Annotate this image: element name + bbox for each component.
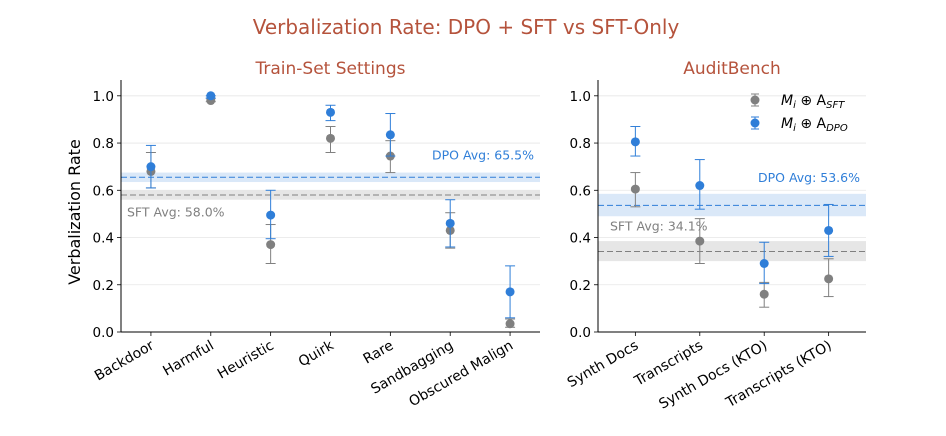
sft-average-label: SFT Avg: 58.0%	[127, 204, 225, 219]
panel-2: AuditBench 0.0 0.2 0.4 0.6 0.8 1.0 SFT Avg: 34.…	[565, 59, 866, 413]
dpo-average-label: DPO Avg: 53.6%	[758, 170, 860, 185]
x-tick-label: Backdoor	[92, 337, 157, 384]
sft-legend-marker	[750, 95, 760, 105]
dpo-point	[146, 162, 156, 172]
y-tick-label: 1.0	[93, 89, 114, 105]
dpo-point	[505, 287, 515, 297]
sft-point	[630, 184, 640, 194]
panel-1: Train-Set Settings 0.0 0.2 0.4 0.6 0.8 1.0 SFT …	[92, 59, 540, 410]
dpo-point	[266, 210, 276, 220]
dpo-point	[695, 181, 705, 191]
y-tick-label: 0.8	[570, 136, 591, 152]
x-tick-label: Synth Docs	[565, 338, 642, 391]
legend-text-part: DPO	[826, 123, 848, 134]
y-tick-label: 0.6	[93, 183, 114, 199]
x-tick-label: Quirk	[296, 337, 337, 370]
y-tick-label: 0.6	[570, 183, 591, 199]
y-tick-label: 0.4	[93, 231, 114, 247]
x-tick-label: Heuristic	[215, 338, 277, 383]
dpo-point	[326, 107, 335, 117]
sft-average-band	[598, 241, 866, 262]
y-tick-label: 0.2	[570, 278, 591, 294]
dpo-point	[759, 259, 769, 269]
dpo-average-band	[598, 193, 866, 217]
dpo-point	[824, 225, 834, 235]
dpo-point	[445, 218, 455, 228]
dpo-point	[206, 91, 216, 101]
figure-title: Verbalization Rate: DPO + SFT vs SFT-Onl…	[253, 15, 680, 39]
x-tick-label: Synth Docs (KTO)	[656, 338, 770, 413]
x-tick-label: Transcripts (KTO)	[723, 338, 835, 412]
y-tick-label: 0.0	[93, 325, 114, 341]
y-tick-label: 0.4	[570, 231, 591, 247]
sft-point	[326, 133, 335, 143]
legend-text-part: i	[793, 123, 796, 134]
legend-text-part: SFT	[826, 100, 845, 111]
legend-text-part: M	[781, 93, 793, 109]
y-tick-label: 0.2	[93, 278, 114, 294]
sft-point	[505, 319, 515, 329]
x-tick-label: Harmful	[160, 338, 216, 380]
y-tick-label: 0.0	[570, 325, 591, 341]
sft-point	[824, 274, 834, 284]
y-axis-label: Verbalization Rate	[65, 139, 84, 285]
dpo-legend-label: Mi ⊕ ADPO	[781, 116, 848, 134]
legend-text-part: i	[793, 100, 796, 111]
dpo-legend-marker	[750, 118, 760, 128]
y-tick-label: 1.0	[570, 89, 591, 105]
dpo-point	[385, 130, 395, 140]
panel-title: Train-Set Settings	[255, 59, 406, 79]
panel-title: AuditBench	[683, 59, 781, 79]
sft-point	[695, 236, 705, 246]
sft-legend-label: Mi ⊕ ASFT	[781, 93, 845, 111]
y-tick-label: 0.8	[93, 136, 114, 152]
sft-average-label: SFT Avg: 34.1%	[610, 218, 708, 233]
x-tick-label: Rare	[361, 338, 397, 368]
legend-text-part: M	[781, 116, 793, 132]
legend-text-part: ⊕ A	[796, 93, 827, 109]
x-tick-label: Obscured Malign	[406, 338, 516, 411]
dpo-average-label: DPO Avg: 65.5%	[432, 148, 534, 163]
chart-panels: Train-Set Settings 0.0 0.2 0.4 0.6 0.8 1.0 SFT …	[92, 59, 866, 413]
sft-point	[759, 289, 769, 299]
sft-point	[266, 240, 276, 250]
dpo-point	[630, 137, 640, 147]
legend-text-part: ⊕ A	[796, 116, 827, 132]
